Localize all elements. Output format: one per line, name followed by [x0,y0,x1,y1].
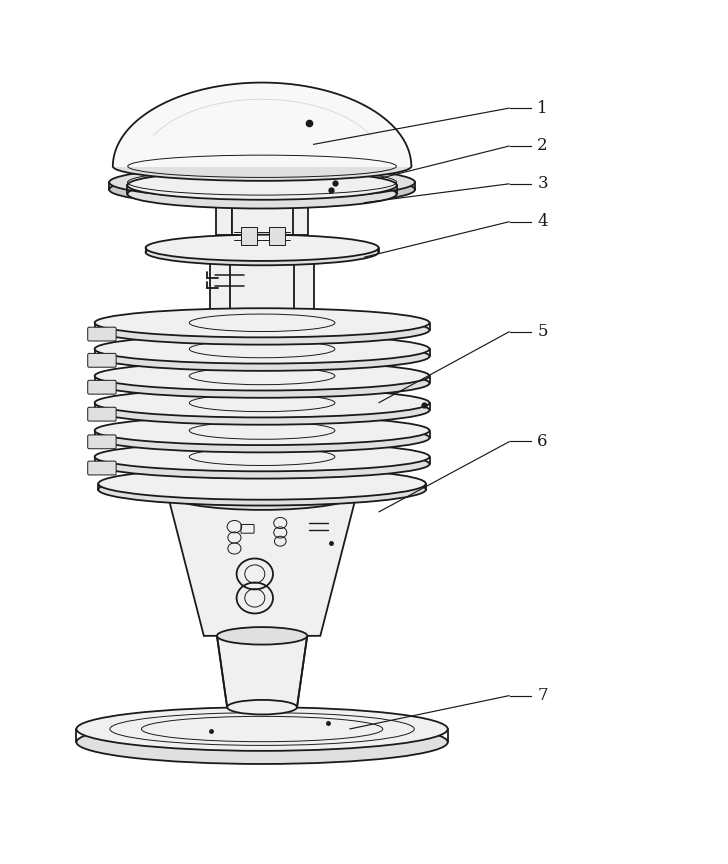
Ellipse shape [98,467,426,499]
Ellipse shape [227,700,297,715]
Ellipse shape [167,478,357,510]
Ellipse shape [95,442,430,472]
Polygon shape [292,194,308,235]
Polygon shape [222,261,302,315]
Ellipse shape [109,166,415,199]
Ellipse shape [95,416,430,445]
Ellipse shape [95,396,430,425]
Polygon shape [210,261,230,315]
Ellipse shape [95,423,430,453]
Ellipse shape [98,473,426,505]
Text: 3: 3 [537,175,548,193]
FancyBboxPatch shape [87,380,116,394]
Polygon shape [217,636,307,707]
Text: 7: 7 [537,687,548,704]
Ellipse shape [217,627,307,645]
Polygon shape [216,194,232,235]
Ellipse shape [95,361,430,391]
Ellipse shape [95,308,430,337]
Ellipse shape [127,180,397,208]
FancyBboxPatch shape [87,435,116,448]
Ellipse shape [95,315,430,345]
Ellipse shape [146,235,379,261]
Polygon shape [113,83,411,166]
Ellipse shape [95,334,430,364]
Polygon shape [222,319,302,467]
FancyBboxPatch shape [87,461,116,475]
FancyBboxPatch shape [87,327,116,341]
Ellipse shape [146,239,379,265]
Text: 4: 4 [537,213,548,230]
Ellipse shape [95,342,430,371]
Ellipse shape [95,449,430,479]
Ellipse shape [76,721,448,764]
Text: 1: 1 [537,99,548,117]
FancyBboxPatch shape [87,407,116,421]
Text: 2: 2 [537,137,548,155]
Ellipse shape [127,171,397,200]
FancyBboxPatch shape [241,227,257,245]
Polygon shape [294,261,314,315]
Ellipse shape [76,707,448,751]
Ellipse shape [95,369,430,397]
Text: 6: 6 [537,433,547,450]
Text: 5: 5 [537,323,547,340]
Polygon shape [232,194,293,235]
FancyBboxPatch shape [87,353,116,367]
Ellipse shape [109,174,415,206]
Polygon shape [167,494,357,636]
FancyBboxPatch shape [269,227,285,245]
Ellipse shape [95,388,430,417]
Ellipse shape [113,152,411,181]
